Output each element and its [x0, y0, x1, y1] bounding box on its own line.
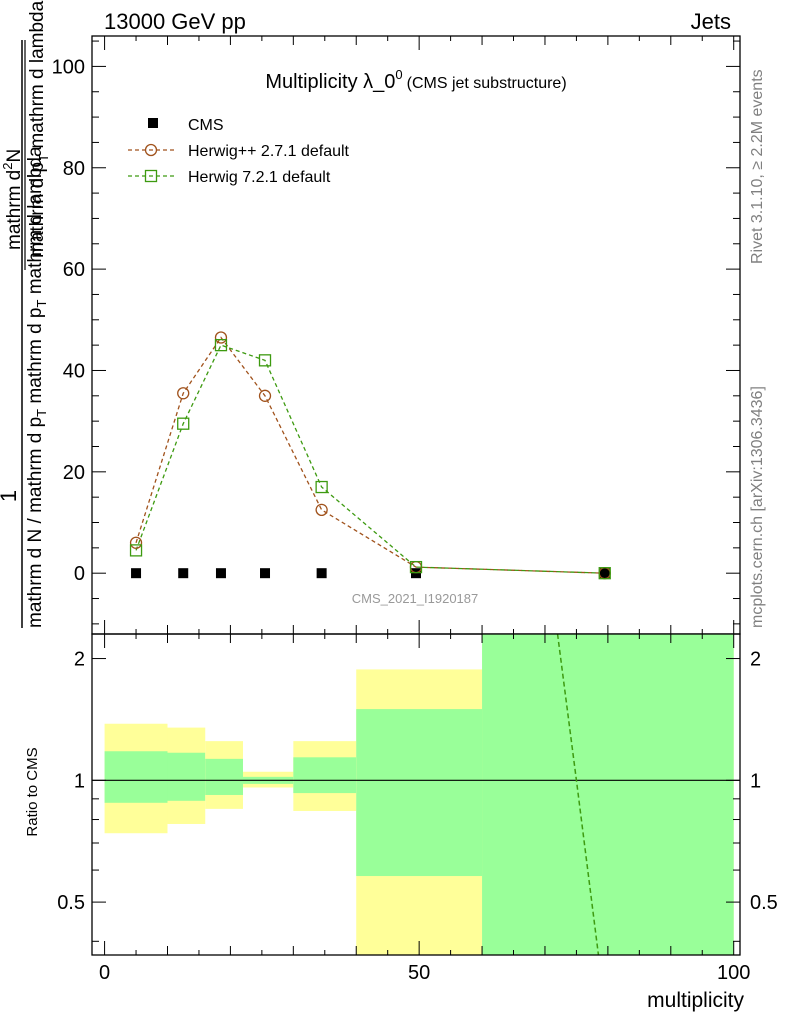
ylabel-denominator-top: mathrm d pT mathrm d lambda	[27, 0, 51, 258]
herwigpp-point	[177, 387, 190, 400]
ratio-stat-band-1	[167, 752, 206, 801]
x-tick-label: 0	[99, 962, 110, 984]
ratio-series-line-0	[556, 633, 600, 956]
herwig7-point	[409, 560, 423, 574]
ratio-panel: 0 50 100 0.5 0.5 1 1 2 2	[57, 633, 778, 984]
herwig7-point	[598, 567, 611, 580]
herwig7-point	[177, 417, 190, 430]
ratio-ytick-label-right: 0.5	[750, 892, 778, 914]
main-ytick-label: 0	[74, 563, 85, 585]
ratio-ytick-label-left: 2	[74, 649, 85, 671]
cms-data-point	[178, 568, 189, 579]
legend-marker-cms	[148, 118, 158, 128]
cms-data-point	[215, 568, 226, 579]
herwigpp-point	[129, 536, 143, 549]
main-ylabel: 1 mathrm d N / mathrm d pT mathrm d pT m…	[0, 0, 51, 628]
ratio-ytick-label-right: 2	[750, 649, 761, 671]
ylabel-one: 1	[0, 490, 21, 502]
ratio-stat-band-5	[356, 709, 483, 877]
mcplots-label: mcplots.cern.ch [arXiv:1306.3436]	[749, 386, 766, 628]
ylabel-numerator: mathrm d2N	[0, 149, 25, 250]
ratio-stat-band-4	[293, 757, 357, 794]
cms-data-point	[316, 568, 327, 579]
herwigpp-point	[214, 331, 228, 344]
ylabel-denominator-bottom: mathrm d N / mathrm d pT mathrm d pT mat…	[25, 146, 49, 628]
herwig7-point	[129, 544, 143, 557]
ratio-ylabel: Ratio to CMS	[24, 747, 41, 836]
herwigpp-point	[315, 503, 328, 516]
series-line-1	[135, 336, 605, 574]
herwig7-point	[315, 480, 328, 494]
series-line-2	[135, 344, 605, 574]
analysis-watermark: CMS_2021_I1920187	[352, 591, 479, 606]
main-ytick-label: 100	[52, 56, 85, 78]
cms-data-point	[260, 568, 271, 579]
ratio-ytick-label-right: 1	[750, 770, 761, 792]
cms-data-point	[599, 568, 610, 579]
herwig7-point	[214, 338, 228, 352]
herwigpp-point	[258, 389, 272, 402]
main-ytick-label: 60	[63, 259, 85, 281]
title-main: Multiplicity λ_0	[265, 71, 395, 93]
main-ytick-label: 20	[63, 462, 85, 484]
legend-label-herwig7: Herwig 7.2.1 default	[188, 169, 331, 186]
ratio-ytick-label-left: 0.5	[57, 892, 85, 914]
chart-title: Multiplicity λ_00 (CMS jet substructure)	[265, 67, 566, 93]
x-tick-label: 100	[717, 962, 750, 984]
ratio-plot-frame	[91, 633, 741, 956]
title-sup: 0	[395, 67, 402, 82]
ratio-stat-band-2	[205, 758, 243, 795]
header-left: 13000 GeV pp	[104, 9, 246, 34]
title-paren: (CMS jet substructure)	[407, 75, 567, 92]
x-axis-label: multiplicity	[647, 989, 744, 1012]
cms-data-point	[131, 568, 142, 579]
header-right: Jets	[691, 9, 731, 34]
main-ytick-label: 40	[63, 360, 85, 382]
legend-marker-herwig7	[144, 169, 158, 183]
legend-label-cms: CMS	[188, 117, 224, 134]
rivet-label: Rivet 3.1.10, ≥ 2.2M events	[749, 69, 766, 264]
herwig7-point	[258, 354, 272, 367]
x-tick-label: 50	[408, 962, 430, 984]
ratio-stat-band-0	[104, 751, 168, 803]
ratio-stat-band-6	[482, 634, 734, 955]
ratio-ytick-label-left: 1	[74, 770, 85, 792]
main-ytick-label: 80	[63, 158, 85, 180]
legend-marker-herwigpp	[144, 143, 158, 157]
legend-label-herwigpp: Herwig++ 2.7.1 default	[188, 143, 350, 160]
legend: CMS Herwig++ 2.7.1 default Herwig 7.2.1 …	[128, 117, 350, 186]
